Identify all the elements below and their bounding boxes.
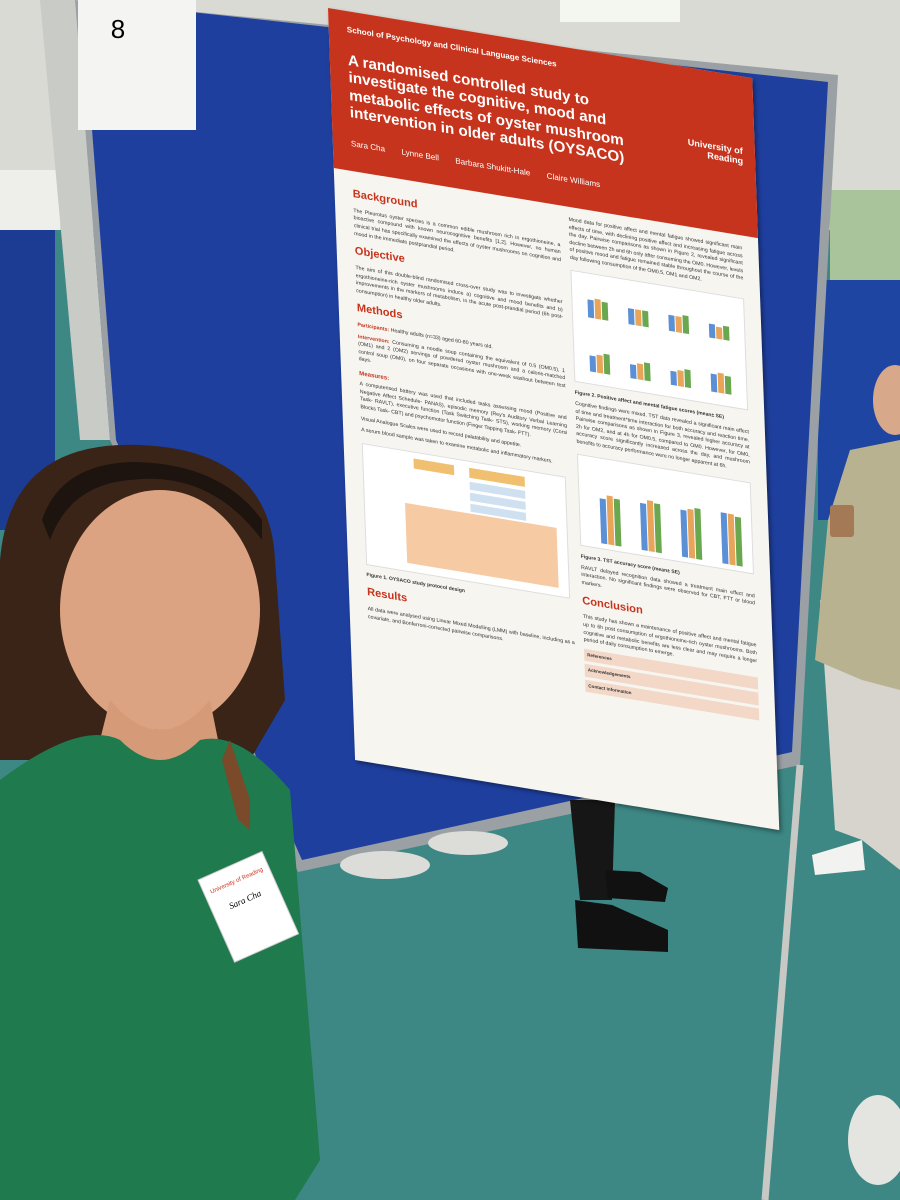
sweater [0, 735, 320, 1200]
box [469, 467, 525, 487]
ceiling-light [560, 0, 680, 22]
headband [42, 462, 262, 540]
board-frame [40, 0, 110, 440]
window [830, 190, 900, 280]
number-sign [78, 0, 196, 130]
bag-strap [222, 740, 250, 830]
sign-number: 8 [111, 14, 125, 44]
legs [570, 800, 615, 900]
box [413, 458, 455, 475]
protocol-figure [361, 442, 571, 599]
right-column: Mood data for positive affect and mental… [568, 217, 760, 724]
box [469, 481, 526, 499]
stand-base [428, 831, 508, 855]
pole [761, 764, 804, 1200]
poster: School of Psychology and Clinical Langua… [328, 8, 780, 831]
figure [576, 453, 755, 575]
wall [0, 170, 60, 230]
table [405, 502, 559, 588]
left-column: Background The Pleurotus oyster species … [352, 181, 575, 660]
stand-base [340, 851, 430, 879]
stand-base [848, 1095, 900, 1185]
shoe [575, 900, 668, 952]
shoe [605, 870, 668, 902]
box [469, 492, 526, 510]
face [873, 365, 900, 435]
cup [830, 505, 854, 537]
face [60, 490, 260, 730]
box [470, 503, 527, 521]
figure [570, 269, 749, 411]
badge-card [197, 850, 300, 963]
jacket [815, 440, 900, 690]
name-badge: University of Reading Sara Cha [197, 850, 300, 963]
sneaker [812, 840, 865, 875]
